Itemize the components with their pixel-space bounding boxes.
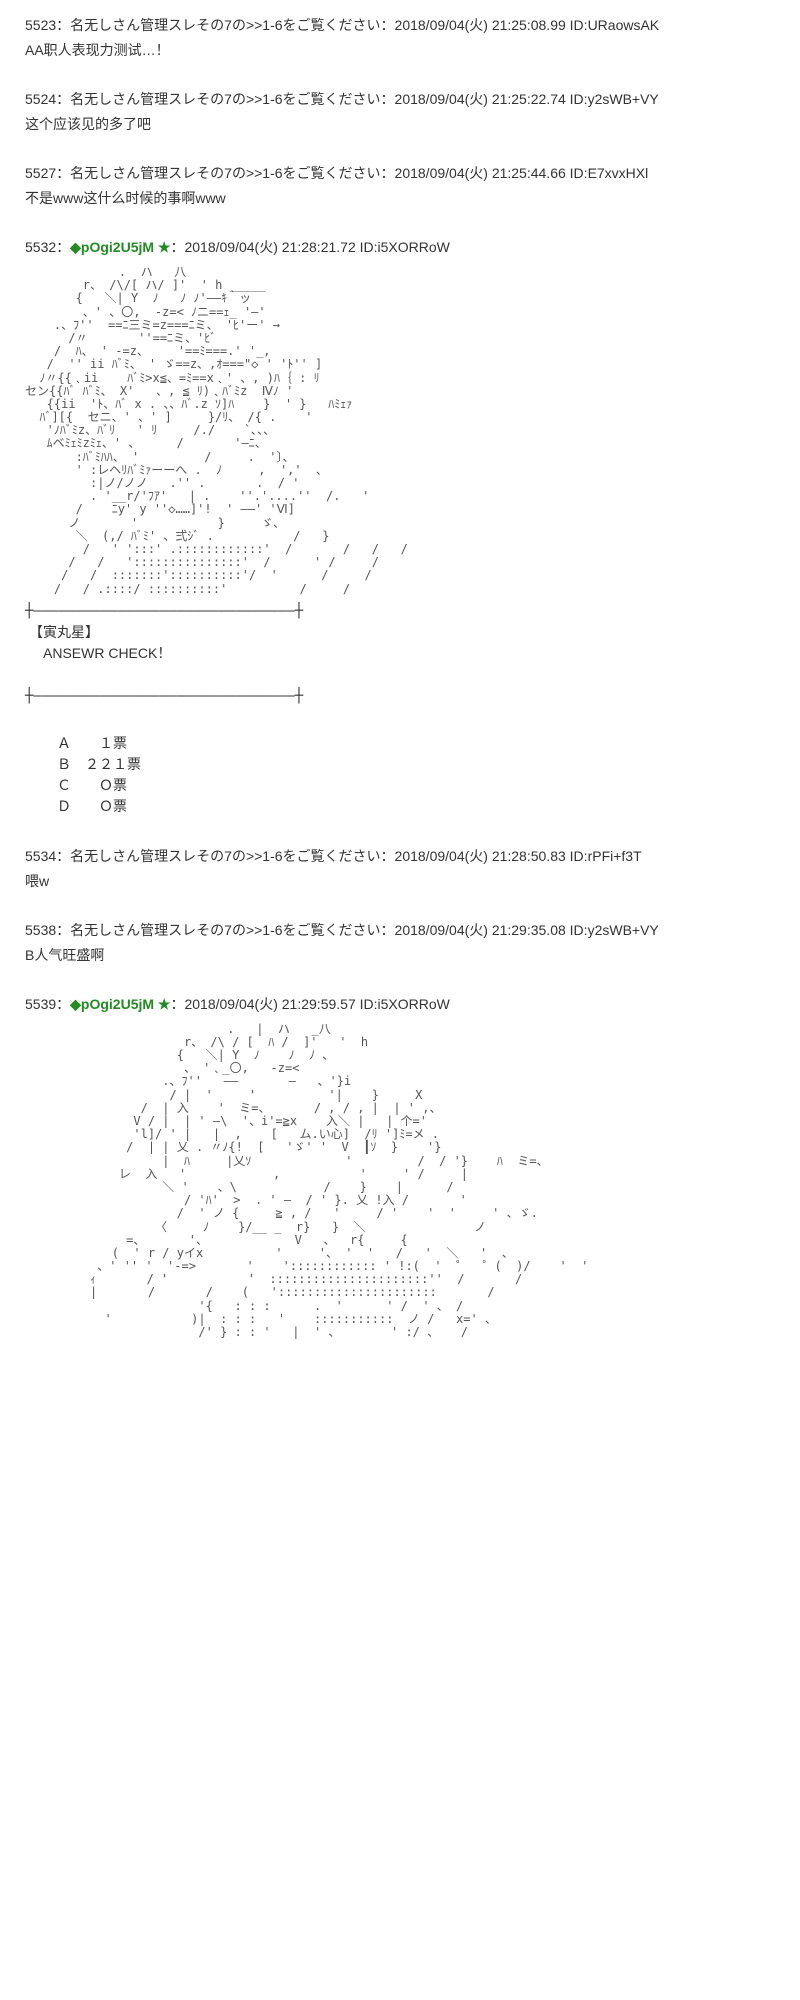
post-header: 5527：名无しさん管理スレその7の>>1-6をご覧ください：2018/09/0… <box>25 163 775 184</box>
post-5527: 5527：名无しさん管理スレその7の>>1-6をご覧ください：2018/09/0… <box>25 163 775 209</box>
ascii-art-character: . ハ 八 r、 /\/[ ハ/ ]' ' h _____ { ＼| Y ﾉ ﾉ… <box>25 266 775 596</box>
ascii-art-character: . | ハ _八 r、 /\ / [ ﾊ / ]' ' h { ＼| Y ﾉ ﾉ… <box>25 1023 775 1340</box>
post-body: 喂w <box>25 871 775 892</box>
post-body: B人气旺盛啊 <box>25 945 775 966</box>
post-date: 2018/09/04(火) 21:25:08.99 <box>395 17 566 33</box>
post-id: ID:URaowsAK <box>570 17 659 33</box>
post-date: 2018/09/04(火) 21:28:21.72 <box>184 239 355 255</box>
post-header: 5534：名无しさん管理スレその7の>>1-6をご覧ください：2018/09/0… <box>25 846 775 867</box>
divider-top: ┼―――――――――――――――――――――――――――――――┼ <box>25 604 775 618</box>
post-body: AA职人表现力测试…！ <box>25 40 775 61</box>
post-date: 2018/09/04(火) 21:25:22.74 <box>395 91 566 107</box>
post-id: ID:i5XORRoW <box>360 239 450 255</box>
post-date: 2018/09/04(火) 21:25:44.66 <box>395 165 566 181</box>
answer-check-label: ANSEWR CHECK！ <box>43 643 775 664</box>
post-number: 5539 <box>25 996 56 1012</box>
post-header: 5538：名无しさん管理スレその7の>>1-6をご覧ください：2018/09/0… <box>25 920 775 941</box>
post-5539: 5539：◆pOgi2U5jM ★：2018/09/04(火) 21:29:59… <box>25 994 775 1340</box>
post-number: 5538 <box>25 922 56 938</box>
post-number: 5524 <box>25 91 56 107</box>
post-header: 5524：名无しさん管理スレその7の>>1-6をご覧ください：2018/09/0… <box>25 89 775 110</box>
post-number: 5527 <box>25 165 56 181</box>
post-5534: 5534：名无しさん管理スレその7の>>1-6をご覧ください：2018/09/0… <box>25 846 775 892</box>
vote-results-table: Ａ １票 Ｂ ２２１票 Ｃ Ｏ票 Ｄ Ｏ票 <box>43 734 775 818</box>
post-id: ID:y2sWB+VY <box>570 922 659 938</box>
post-date: 2018/09/04(火) 21:29:59.57 <box>184 996 355 1012</box>
post-5538: 5538：名无しさん管理スレその7の>>1-6をご覧ください：2018/09/0… <box>25 920 775 966</box>
post-tripcode[interactable]: ◆pOgi2U5jM ★ <box>70 239 170 255</box>
post-author-name: 名无しさん管理スレその7の>>1-6をご覧ください <box>70 91 380 107</box>
post-id: ID:rPFi+f3T <box>570 848 642 864</box>
post-date: 2018/09/04(火) 21:29:35.08 <box>395 922 566 938</box>
post-header: 5532：◆pOgi2U5jM ★：2018/09/04(火) 21:28:21… <box>25 237 775 258</box>
post-5532: 5532：◆pOgi2U5jM ★：2018/09/04(火) 21:28:21… <box>25 237 775 818</box>
post-author-name: 名无しさん管理スレその7の>>1-6をご覧ください <box>70 848 380 864</box>
post-author-name: 名无しさん管理スレその7の>>1-6をご覧ください <box>70 922 380 938</box>
post-header: 5539：◆pOgi2U5jM ★：2018/09/04(火) 21:29:59… <box>25 994 775 1015</box>
divider-bottom: ┼―――――――――――――――――――――――――――――――┼ <box>25 689 775 703</box>
post-id: ID:E7xvxHXl <box>570 165 649 181</box>
post-number: 5532 <box>25 239 56 255</box>
post-number: 5523 <box>25 17 56 33</box>
post-author-name: 名无しさん管理スレその7の>>1-6をご覧ください <box>70 17 380 33</box>
post-body: 这个应该见的多了吧 <box>25 114 775 135</box>
post-author-name: 名无しさん管理スレその7の>>1-6をご覧ください <box>70 165 380 181</box>
post-id: ID:i5XORRoW <box>360 996 450 1012</box>
post-id: ID:y2sWB+VY <box>570 91 659 107</box>
post-number: 5534 <box>25 848 56 864</box>
post-body: 不是www这什么时候的事啊www <box>25 188 775 209</box>
character-name-label: 【寅丸星】 <box>29 622 775 643</box>
post-date: 2018/09/04(火) 21:28:50.83 <box>395 848 566 864</box>
post-5523: 5523：名无しさん管理スレその7の>>1-6をご覧ください：2018/09/0… <box>25 15 775 61</box>
post-tripcode[interactable]: ◆pOgi2U5jM ★ <box>70 996 170 1012</box>
post-5524: 5524：名无しさん管理スレその7の>>1-6をご覧ください：2018/09/0… <box>25 89 775 135</box>
post-header: 5523：名无しさん管理スレその7の>>1-6をご覧ください：2018/09/0… <box>25 15 775 36</box>
